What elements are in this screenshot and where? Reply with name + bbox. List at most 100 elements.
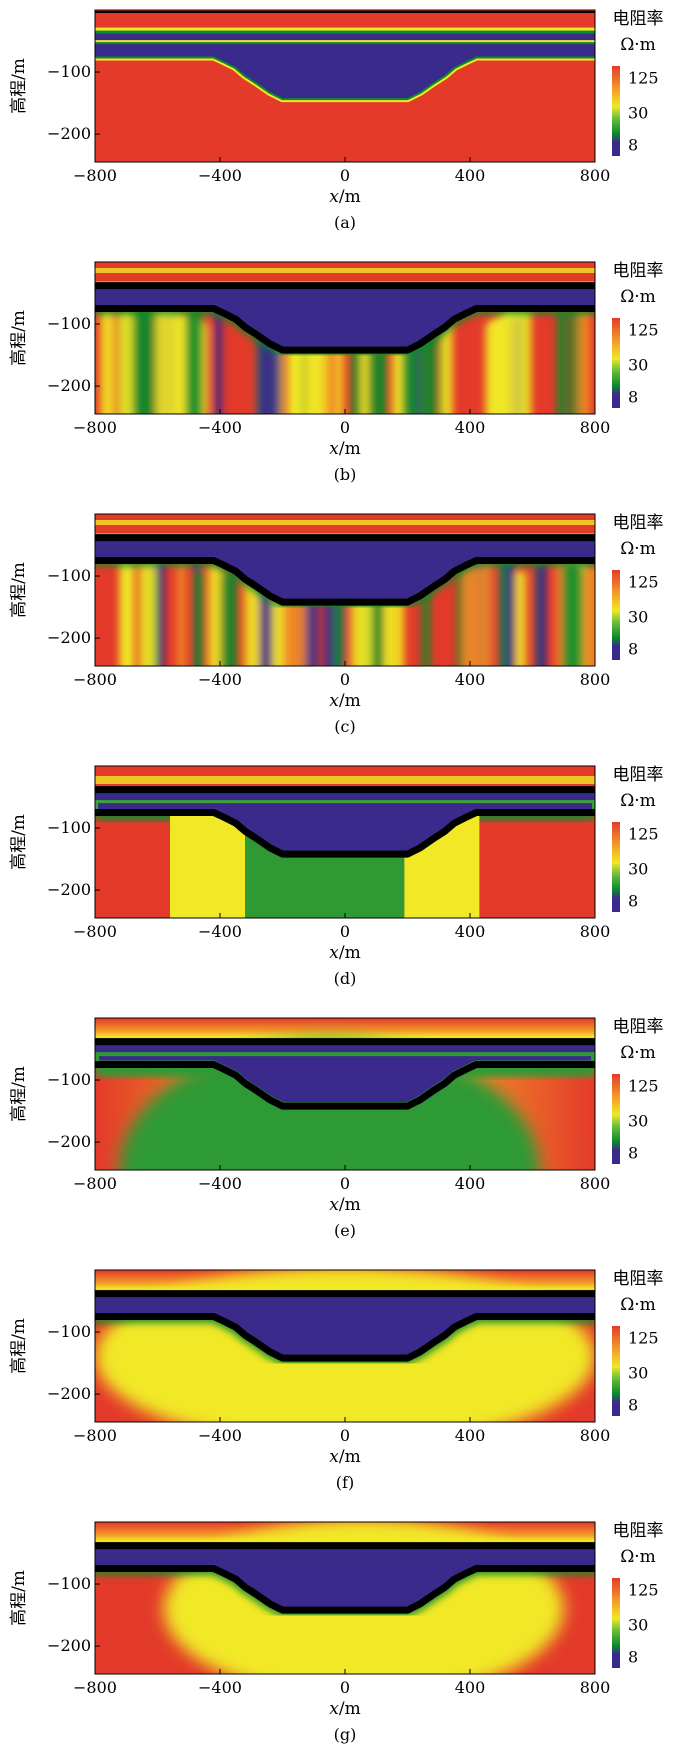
colorbar-scale: [612, 822, 620, 912]
x-axis-label: x/m: [329, 1447, 360, 1467]
conductive-layer: [95, 789, 595, 801]
x-axis-label: x/m: [329, 439, 360, 459]
stripe: [155, 298, 177, 414]
y-axis-label: 高程/m: [9, 1570, 29, 1626]
y-tick-label: −100: [47, 314, 91, 333]
plot-area: [95, 1018, 595, 1170]
x-tick-label: −800: [73, 418, 117, 437]
stripe: [485, 320, 500, 414]
x-tick-label: 0: [340, 418, 350, 437]
x-tick-label: −800: [73, 166, 117, 185]
y-axis-label: 高程/m: [9, 1318, 29, 1374]
x-tick-label: −400: [198, 1426, 242, 1445]
panel-label: (d): [334, 969, 357, 988]
stripe: [208, 562, 224, 666]
panel-label: (a): [334, 213, 356, 232]
x-tick-label: −800: [73, 1678, 117, 1697]
colorbar-title: 电阻率: [613, 1269, 664, 1289]
surface-band: [95, 776, 595, 784]
stripe: [515, 570, 527, 666]
colorbar-unit: Ω·m: [620, 1547, 656, 1567]
colorbar: 电阻率 Ω·m 125 30 8: [612, 513, 664, 660]
colorbar-tick-label: 8: [628, 388, 638, 407]
stripe: [193, 570, 204, 666]
colorbar: 电阻率 Ω·m 125 30 8: [612, 9, 664, 156]
x-tick-label: 400: [455, 922, 486, 941]
colorbar-tick-label: 30: [628, 355, 648, 374]
conductive-layer: [95, 1293, 595, 1305]
conductive-layer: [95, 1041, 595, 1053]
y-axis-label: 高程/m: [9, 814, 29, 870]
transition-band: [95, 27, 595, 34]
x-tick-label: 0: [340, 670, 350, 689]
y-tick-label: −200: [47, 124, 91, 143]
x-tick-label: 0: [340, 1678, 350, 1697]
stripe: [583, 565, 595, 666]
colorbar-scale: [612, 66, 620, 156]
y-tick-label: −100: [47, 1070, 91, 1089]
colorbar-title: 电阻率: [613, 1521, 664, 1541]
colorbar-tick-label: 8: [628, 640, 638, 659]
stripe: [122, 551, 135, 666]
stripe: [440, 314, 453, 414]
colorbar-title: 电阻率: [613, 513, 664, 533]
colorbar-tick-label: 30: [628, 1363, 648, 1382]
x-tick-label: 400: [455, 418, 486, 437]
colorbar-tick-label: 30: [628, 607, 648, 626]
stripe: [479, 550, 493, 666]
x-axis-label: x/m: [329, 1195, 360, 1215]
y-tick-label: −100: [47, 566, 91, 585]
colorbar-tick-label: 125: [628, 68, 659, 87]
plot-area: [95, 1270, 595, 1422]
panel-label: (b): [334, 465, 357, 484]
colorbar: 电阻率 Ω·m 125 30 8: [612, 1269, 664, 1416]
colorbar-title: 电阻率: [613, 1017, 664, 1037]
stripe: [220, 570, 238, 666]
stripe: [517, 301, 532, 414]
y-tick-label: −100: [47, 818, 91, 837]
panel-label: (f): [336, 1473, 354, 1492]
y-tick-label: −100: [47, 62, 91, 81]
x-tick-label: −800: [73, 922, 117, 941]
x-tick-label: −400: [198, 1174, 242, 1193]
conductive-layer: [95, 1545, 595, 1557]
surface-band: [95, 520, 595, 525]
x-axis-label: x/m: [329, 943, 360, 963]
panel-e: −800 −400 0 400 800 −100 −200 x/m 高程/m (e) 电阻率 Ω·m 1…: [9, 1017, 664, 1240]
x-tick-label: 800: [580, 670, 611, 689]
plot-area: [95, 262, 595, 414]
colorbar-tick-label: 8: [628, 136, 638, 155]
colorbar-scale: [612, 570, 620, 660]
y-tick-label: −100: [47, 1574, 91, 1593]
block-yellow-left: [170, 815, 245, 918]
x-tick-label: 800: [580, 1174, 611, 1193]
colorbar-tick-label: 125: [628, 824, 659, 843]
y-axis-label: 高程/m: [9, 58, 29, 114]
panel-label: (e): [334, 1221, 356, 1240]
x-tick-label: −400: [198, 1678, 242, 1697]
x-tick-label: 800: [580, 418, 611, 437]
x-tick-label: 0: [340, 922, 350, 941]
channel-boundary: [95, 557, 595, 606]
x-tick-label: 400: [455, 1174, 486, 1193]
stripe: [556, 307, 568, 414]
x-tick-label: 800: [580, 166, 611, 185]
colorbar-unit: Ω·m: [620, 35, 656, 55]
x-tick-label: 800: [580, 1678, 611, 1697]
x-axis-label: x/m: [329, 691, 360, 711]
x-tick-label: −400: [198, 418, 242, 437]
stripe: [185, 306, 203, 414]
x-tick-label: 0: [340, 1174, 350, 1193]
y-tick-label: −200: [47, 1132, 91, 1151]
x-axis-label: x/m: [329, 187, 360, 207]
channel-boundary: [95, 1313, 595, 1362]
stripe: [578, 308, 591, 414]
colorbar-unit: Ω·m: [620, 1295, 656, 1315]
conductive-layer: [95, 285, 595, 297]
colorbar: 电阻率 Ω·m 125 30 8: [612, 261, 664, 408]
x-tick-label: −800: [73, 1426, 117, 1445]
stripe: [139, 552, 156, 666]
colorbar-title: 电阻率: [613, 9, 664, 29]
channel-boundary: [95, 1061, 595, 1110]
